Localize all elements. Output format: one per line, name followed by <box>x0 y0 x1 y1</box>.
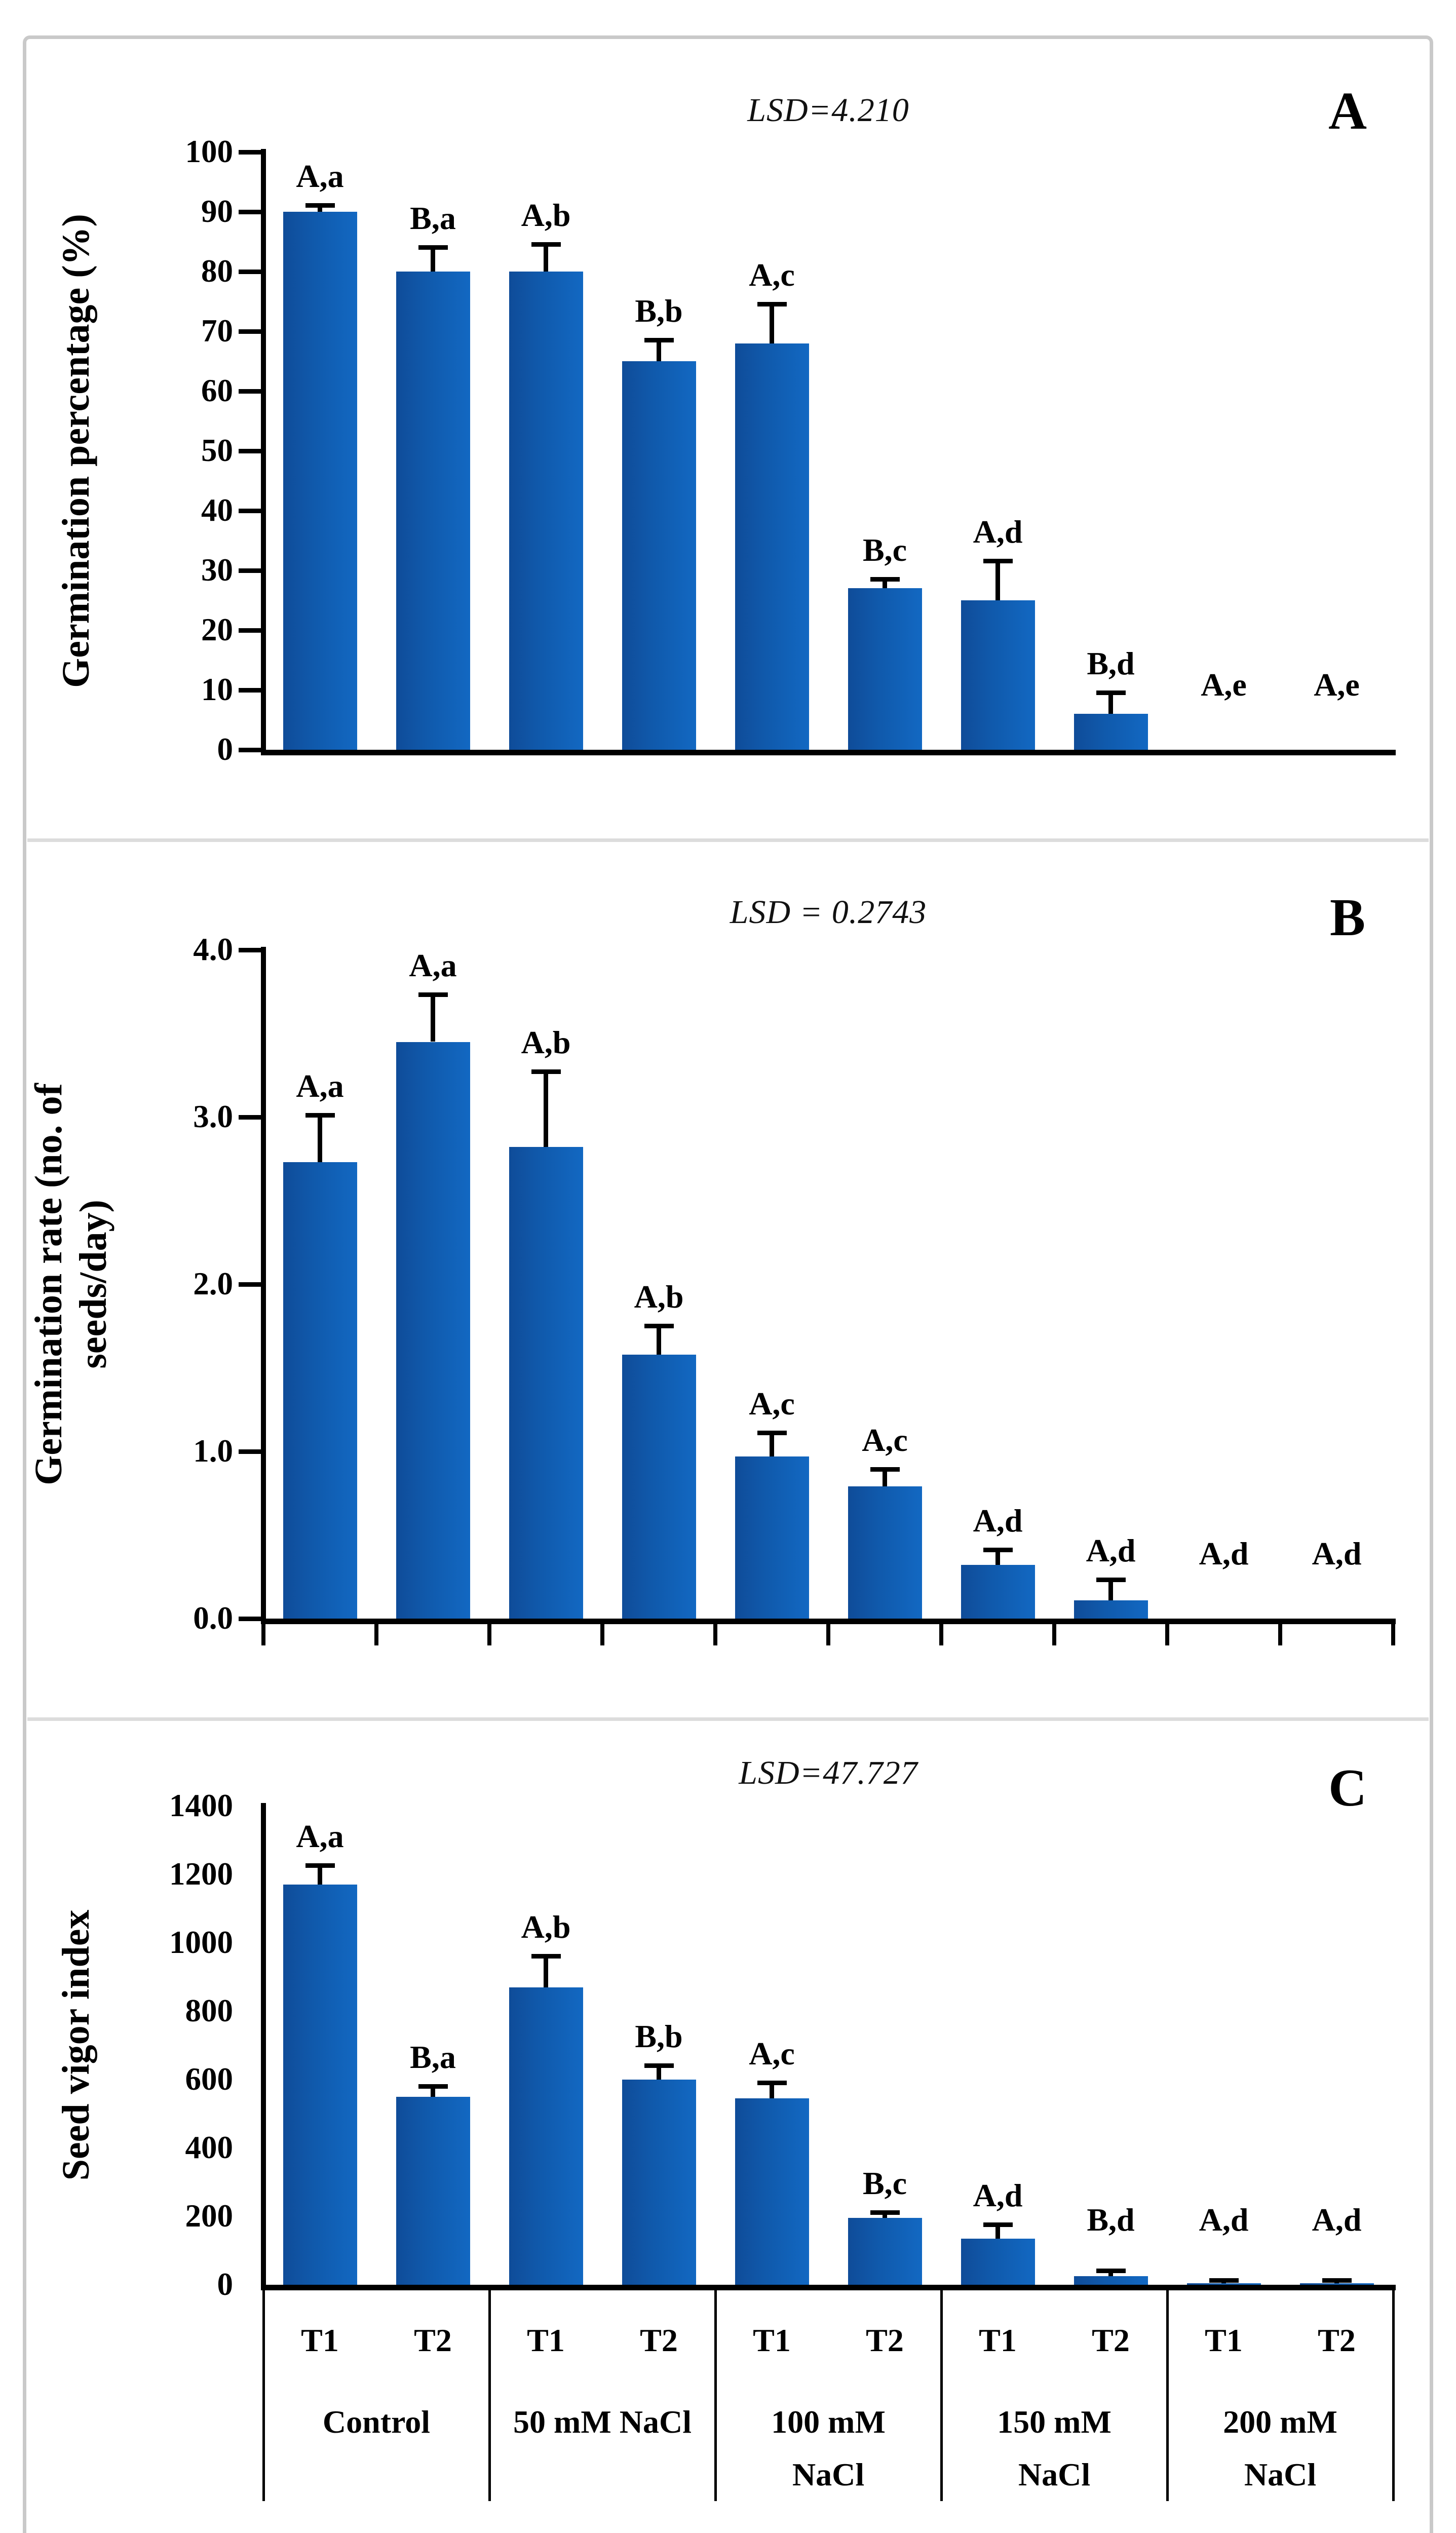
panel-b-lsd-title: LSD = 0.2743 <box>730 894 927 931</box>
panel-a-lsd-title: LSD=4.210 <box>747 92 909 129</box>
panel-divider-ab <box>27 838 1429 842</box>
figure-frame <box>23 35 1433 2533</box>
panel-divider-bc <box>27 1717 1429 1721</box>
panel-c-letter: C <box>1328 1758 1367 1817</box>
panel-a-letter: A <box>1328 81 1367 140</box>
panel-b-letter: B <box>1329 888 1366 947</box>
panel-c-lsd-title: LSD=47.727 <box>739 1754 918 1791</box>
